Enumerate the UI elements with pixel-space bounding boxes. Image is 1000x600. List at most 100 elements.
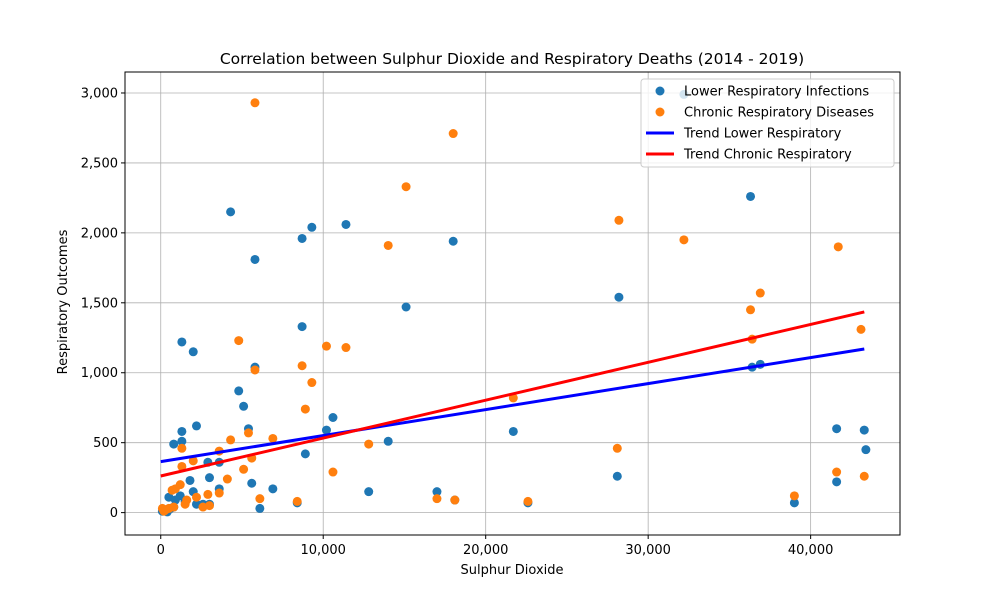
data-point bbox=[307, 378, 317, 388]
data-point bbox=[268, 433, 278, 443]
x-tick-label: 0 bbox=[157, 543, 165, 558]
data-point bbox=[198, 502, 208, 512]
data-point bbox=[832, 424, 842, 434]
data-point bbox=[159, 506, 169, 516]
data-point bbox=[222, 474, 232, 484]
y-tick-label: 500 bbox=[93, 436, 118, 451]
data-point bbox=[204, 473, 214, 483]
y-tick-label: 1,000 bbox=[81, 366, 118, 381]
legend-label: Trend Lower Respiratory bbox=[683, 127, 842, 142]
data-point bbox=[508, 426, 518, 436]
data-point bbox=[383, 436, 393, 446]
data-point bbox=[169, 439, 179, 449]
data-point bbox=[177, 426, 187, 436]
data-point bbox=[612, 471, 622, 481]
data-point bbox=[234, 336, 244, 346]
data-point bbox=[450, 495, 460, 505]
y-tick-label: 0 bbox=[110, 506, 118, 521]
data-point bbox=[188, 347, 198, 357]
data-point bbox=[226, 207, 236, 217]
data-point bbox=[321, 341, 331, 351]
data-point bbox=[859, 471, 869, 481]
data-point bbox=[364, 487, 374, 497]
chart-title: Correlation between Sulphur Dioxide and … bbox=[220, 50, 804, 68]
data-point bbox=[243, 428, 253, 438]
data-point bbox=[167, 485, 177, 495]
legend-label: Chronic Respiratory Diseases bbox=[684, 106, 874, 121]
data-point bbox=[328, 413, 338, 423]
data-point bbox=[832, 467, 842, 477]
series-chronic-respiratory bbox=[157, 98, 869, 516]
data-point bbox=[789, 491, 799, 501]
data-point bbox=[432, 494, 442, 504]
y-tick-label: 1,500 bbox=[81, 296, 118, 311]
y-tick-label: 3,000 bbox=[81, 86, 118, 101]
data-point bbox=[612, 443, 622, 453]
data-point bbox=[297, 322, 307, 332]
data-point bbox=[833, 242, 843, 252]
x-tick-label: 20,000 bbox=[463, 543, 509, 558]
data-point bbox=[341, 219, 351, 229]
data-point bbox=[255, 494, 265, 504]
data-point bbox=[203, 489, 213, 499]
data-point bbox=[268, 484, 278, 494]
data-point bbox=[292, 496, 302, 506]
data-point bbox=[226, 435, 236, 445]
data-point bbox=[614, 292, 624, 302]
data-point bbox=[255, 503, 265, 513]
y-axis-title: Respiratory Outcomes bbox=[56, 229, 71, 374]
data-point bbox=[614, 215, 624, 225]
legend-marker bbox=[655, 86, 665, 96]
data-point bbox=[177, 337, 187, 347]
data-point bbox=[432, 487, 442, 497]
x-tick-label: 10,000 bbox=[300, 543, 346, 558]
data-point bbox=[364, 439, 374, 449]
data-point bbox=[859, 425, 869, 435]
data-point bbox=[250, 365, 260, 375]
x-tick-label: 30,000 bbox=[625, 543, 671, 558]
data-point bbox=[746, 305, 756, 315]
data-point bbox=[191, 421, 201, 431]
data-point bbox=[401, 302, 411, 312]
data-point bbox=[307, 222, 317, 232]
legend: Lower Respiratory Infections Chronic Resp… bbox=[640, 78, 895, 168]
trend-line-chronic-respiratory bbox=[160, 310, 865, 478]
data-point bbox=[746, 191, 756, 201]
data-point bbox=[170, 495, 180, 505]
data-point bbox=[214, 488, 224, 498]
data-point bbox=[180, 499, 190, 509]
data-point bbox=[401, 182, 411, 192]
data-point bbox=[789, 498, 799, 508]
y-tick-label: 2,000 bbox=[81, 226, 118, 241]
x-axis-title: Sulphur Dioxide bbox=[460, 563, 563, 578]
data-point bbox=[250, 98, 260, 108]
data-point bbox=[239, 464, 249, 474]
data-point bbox=[861, 445, 871, 455]
data-point bbox=[321, 425, 331, 435]
data-point bbox=[300, 449, 310, 459]
data-point bbox=[250, 254, 260, 264]
data-point bbox=[448, 129, 458, 139]
y-tick-label: 2,500 bbox=[81, 156, 118, 171]
data-point bbox=[177, 436, 187, 446]
data-point bbox=[383, 240, 393, 250]
data-point bbox=[448, 236, 458, 246]
data-point bbox=[177, 461, 187, 471]
data-point bbox=[297, 233, 307, 243]
legend-label: Trend Chronic Respiratory bbox=[683, 148, 852, 163]
trend-line-lower-respiratory bbox=[160, 347, 865, 464]
data-point bbox=[188, 456, 198, 466]
data-point bbox=[523, 496, 533, 506]
data-point bbox=[247, 478, 257, 488]
data-point bbox=[300, 404, 310, 414]
data-point bbox=[234, 386, 244, 396]
data-point bbox=[832, 477, 842, 487]
data-point bbox=[341, 343, 351, 353]
data-point bbox=[679, 235, 689, 245]
data-point bbox=[177, 443, 187, 453]
data-point bbox=[191, 492, 201, 502]
legend-label: Lower Respiratory Infections bbox=[684, 85, 869, 100]
data-point bbox=[755, 288, 765, 298]
